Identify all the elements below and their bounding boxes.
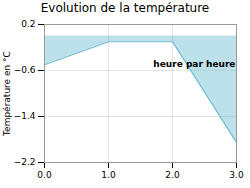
svg-text:−0.6: −0.6 [14, 65, 36, 75]
svg-text:Température en °C: Température en °C [2, 51, 12, 137]
svg-text:1.0: 1.0 [101, 170, 116, 180]
svg-text:0.2: 0.2 [21, 19, 35, 29]
svg-text:heure par heure: heure par heure [153, 59, 235, 69]
svg-text:3.0: 3.0 [229, 170, 244, 180]
svg-text:0.0: 0.0 [37, 170, 52, 180]
svg-text:2.0: 2.0 [165, 170, 180, 180]
svg-text:−2.2: −2.2 [14, 157, 36, 167]
svg-text:−1.4: −1.4 [14, 111, 36, 121]
html-text:Evolution de la température: Evolution de la température [40, 1, 210, 15]
